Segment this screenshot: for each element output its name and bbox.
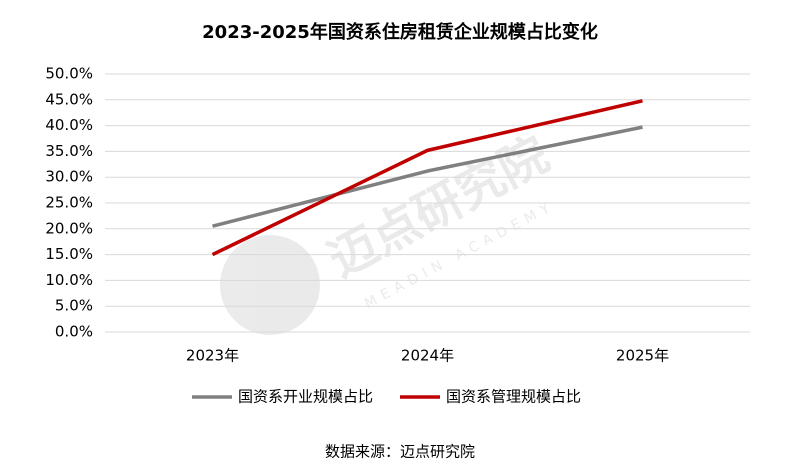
source-note: 数据来源：迈点研究院	[325, 443, 475, 461]
series-line	[212, 125, 643, 228]
y-tick-label: 5.0%	[55, 297, 93, 315]
series-line	[211, 99, 643, 257]
legend-label: 国资系开业规模占比	[238, 388, 373, 406]
y-tick-label: 35.0%	[45, 142, 93, 160]
legend-label: 国资系管理规模占比	[446, 388, 581, 406]
y-tick-label: 25.0%	[45, 194, 93, 212]
x-tick-label: 2023年	[186, 347, 239, 365]
y-tick-label: 30.0%	[45, 168, 93, 186]
y-tick-label: 45.0%	[45, 90, 93, 108]
y-tick-label: 10.0%	[45, 271, 93, 289]
y-tick-label: 0.0%	[55, 323, 93, 341]
x-tick-label: 2024年	[401, 347, 454, 365]
watermark: 迈点研究院 MEADIN ACADEMY	[220, 126, 558, 335]
chart-title: 2023-2025年国资系住房租赁企业规模占比变化	[202, 21, 598, 43]
x-tick-label: 2025年	[616, 347, 669, 365]
watermark-logo	[220, 235, 320, 335]
y-tick-label: 40.0%	[45, 116, 93, 134]
y-tick-label: 15.0%	[45, 245, 93, 263]
y-tick-label: 20.0%	[45, 219, 93, 237]
y-tick-label: 50.0%	[45, 65, 93, 83]
